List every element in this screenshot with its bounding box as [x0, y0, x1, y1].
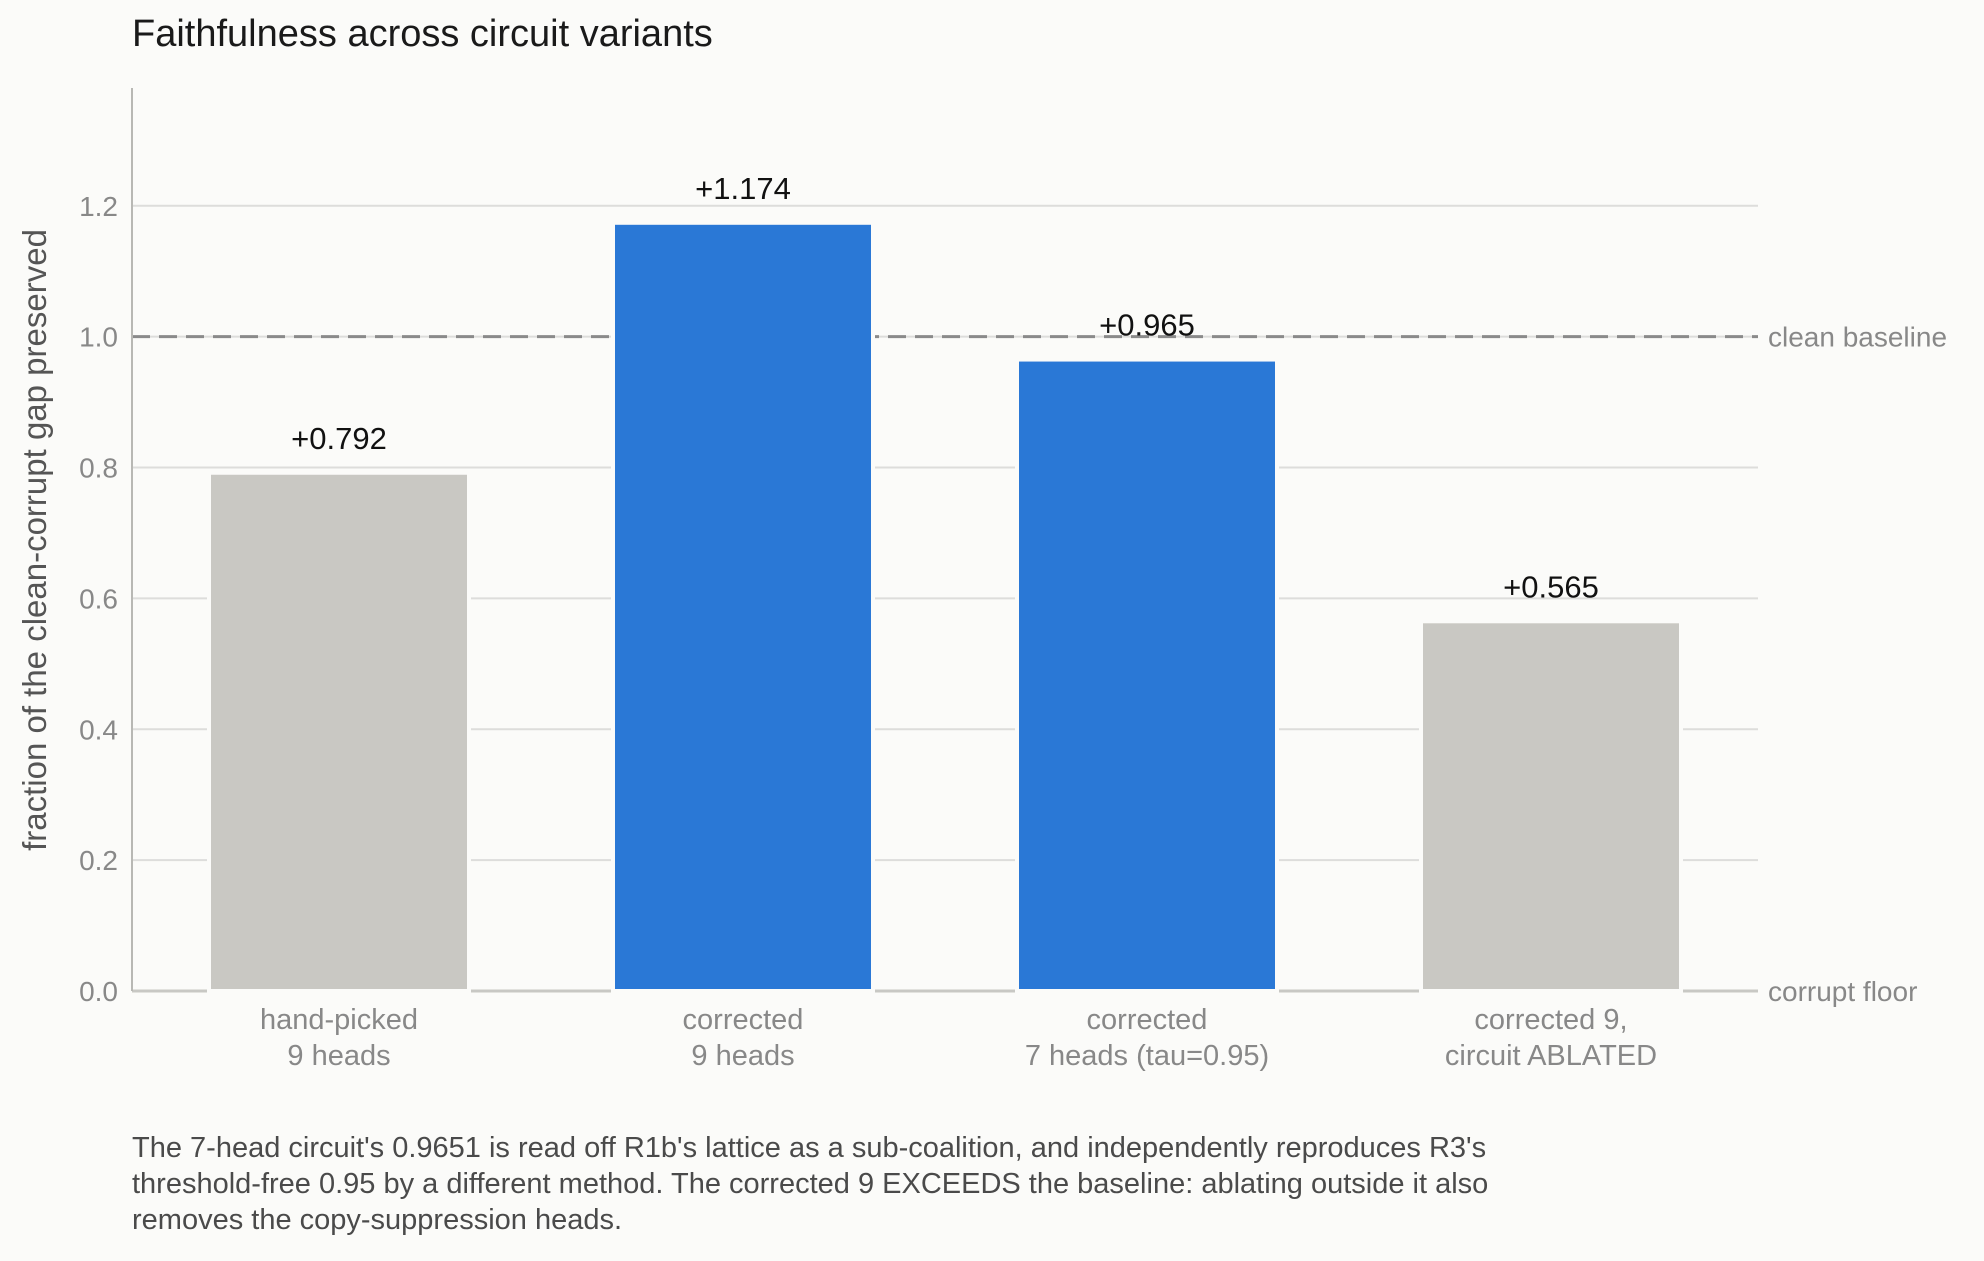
- chart-title: Faithfulness across circuit variants: [132, 13, 713, 55]
- bar: [1015, 357, 1279, 994]
- y-tick-label: 0.8: [79, 453, 118, 484]
- x-tick-label: corrected 7 heads (tau=0.95): [1025, 1004, 1269, 1072]
- y-tick-label: 1.0: [79, 322, 118, 353]
- y-tick-label: 0.2: [79, 845, 118, 876]
- bar: [1419, 619, 1683, 993]
- clean-baseline-label: clean baseline: [1768, 322, 1947, 353]
- bar-value-label: +0.792: [291, 421, 387, 456]
- corrupt-floor-label: corrupt floor: [1768, 976, 1917, 1007]
- x-tick-label: corrected 9 heads: [683, 1004, 804, 1072]
- y-tick-label: 0.0: [79, 976, 118, 1007]
- bar-value-label: +0.965: [1099, 308, 1195, 343]
- y-tick-label: 1.2: [79, 191, 118, 222]
- x-tick-label: hand-picked 9 heads: [260, 1004, 418, 1072]
- chart-caption: The 7-head circuit's 0.9651 is read off …: [132, 1132, 1489, 1236]
- bar-value-label: +1.174: [695, 171, 791, 206]
- bar-value-label: +0.565: [1503, 569, 1599, 604]
- y-tick-label: 0.4: [79, 714, 118, 745]
- plot-area: 0.0 0.2 0.4 0.6 0.8 1.0 1.2 clean baseline corru…: [79, 88, 1947, 1072]
- bar: [611, 220, 875, 993]
- bar: [207, 470, 471, 993]
- y-axis-label: fraction of the clean-corrupt gap preser…: [16, 229, 53, 851]
- y-tick-label: 0.6: [79, 583, 118, 614]
- x-tick-label: corrected 9, circuit ABLATED: [1445, 1004, 1657, 1072]
